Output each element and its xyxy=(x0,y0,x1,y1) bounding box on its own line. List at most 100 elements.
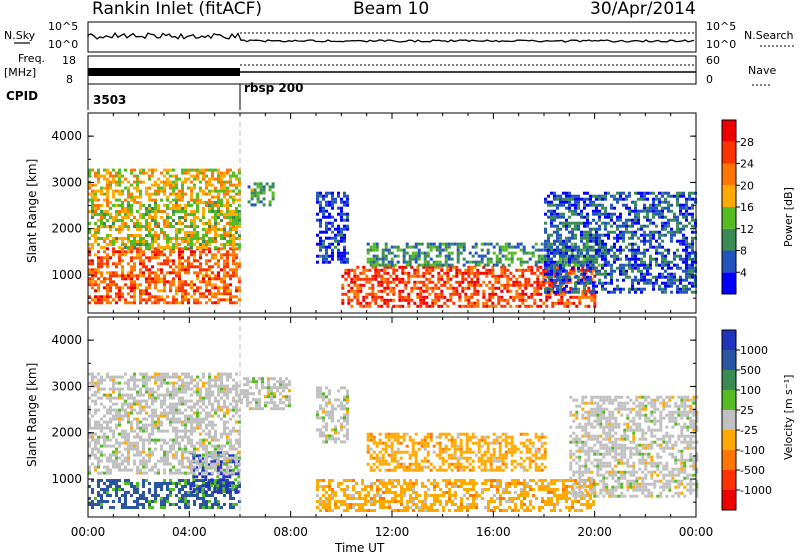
data-cell xyxy=(115,283,118,287)
data-cell xyxy=(655,260,658,264)
data-cell xyxy=(88,168,91,172)
data-cell xyxy=(217,503,220,506)
data-cell xyxy=(610,206,613,210)
data-cell xyxy=(157,301,160,305)
data-cell xyxy=(199,378,202,382)
data-cell xyxy=(534,242,538,246)
data-cell xyxy=(383,271,387,275)
data-cell xyxy=(103,393,106,397)
data-cell xyxy=(220,234,223,237)
data-cell xyxy=(425,277,429,281)
data-cell xyxy=(178,259,181,263)
data-cell xyxy=(154,283,157,287)
data-cell xyxy=(175,201,178,204)
data-cell xyxy=(643,236,646,240)
data-cell xyxy=(97,435,100,439)
data-cell xyxy=(559,263,562,267)
data-cell xyxy=(462,242,466,246)
data-cell xyxy=(103,192,106,196)
data-cell xyxy=(664,290,667,294)
data-cell xyxy=(410,274,414,278)
data-cell xyxy=(649,191,652,195)
data-cell xyxy=(187,459,190,463)
data-cell xyxy=(199,497,202,500)
data-cell xyxy=(118,171,121,175)
data-cell xyxy=(440,283,444,287)
data-cell xyxy=(202,497,205,500)
data-cell xyxy=(337,230,340,234)
data-cell xyxy=(456,257,460,261)
data-cell xyxy=(145,429,148,433)
data-cell xyxy=(235,228,238,231)
data-cell xyxy=(127,240,130,243)
data-cell xyxy=(103,387,106,391)
data-cell xyxy=(181,265,184,269)
data-cell xyxy=(169,438,172,442)
data-cell xyxy=(553,215,556,219)
data-cell xyxy=(181,381,184,385)
data-cell xyxy=(190,468,193,472)
data-cell xyxy=(193,256,196,260)
data-cell xyxy=(234,484,238,488)
data-cell xyxy=(595,269,598,273)
data-cell xyxy=(652,212,655,216)
data-cell xyxy=(586,245,589,249)
data-cell xyxy=(181,411,184,415)
data-cell xyxy=(562,212,565,216)
data-cell xyxy=(625,224,628,228)
data-cell xyxy=(664,233,667,237)
data-cell xyxy=(643,197,646,201)
data-cell xyxy=(449,283,453,287)
data-cell xyxy=(631,236,634,240)
data-cell xyxy=(235,174,238,178)
data-cell xyxy=(127,479,130,482)
data-cell xyxy=(607,230,610,234)
data-cell xyxy=(652,221,655,225)
data-cell xyxy=(213,487,217,491)
data-cell xyxy=(145,171,148,175)
data-cell xyxy=(112,204,115,207)
data-cell xyxy=(495,257,499,261)
data-cell xyxy=(556,251,559,255)
data-cell xyxy=(544,242,547,246)
data-cell xyxy=(542,277,546,281)
data-cell xyxy=(565,278,568,282)
data-cell xyxy=(139,420,142,424)
data-cell xyxy=(568,278,571,282)
data-cell xyxy=(547,239,550,243)
data-cell xyxy=(190,494,193,497)
data-cell xyxy=(148,393,151,397)
data-cell xyxy=(565,197,568,201)
data-cell xyxy=(219,466,223,470)
data-cell xyxy=(524,280,528,284)
data-cell xyxy=(226,213,229,216)
data-cell xyxy=(97,243,100,246)
data-cell xyxy=(235,219,238,222)
data-cell xyxy=(407,295,411,299)
data-cell xyxy=(226,286,229,290)
data-cell xyxy=(691,242,694,246)
data-cell xyxy=(334,239,337,243)
data-cell xyxy=(223,234,226,237)
data-cell xyxy=(127,216,130,219)
data-cell xyxy=(94,402,97,406)
data-cell xyxy=(106,201,109,204)
data-cell xyxy=(495,254,499,258)
data-cell xyxy=(136,174,139,178)
data-cell xyxy=(124,447,127,451)
data-cell xyxy=(658,284,661,288)
data-cell xyxy=(181,268,184,272)
data-cell xyxy=(691,191,694,195)
data-cell xyxy=(205,459,208,463)
data-cell xyxy=(380,274,384,278)
data-cell xyxy=(387,251,391,255)
data-cell xyxy=(407,277,411,281)
data-cell xyxy=(544,263,547,267)
data-cell xyxy=(229,301,232,305)
data-cell xyxy=(151,265,154,269)
data-cell xyxy=(145,225,148,228)
data-cell xyxy=(196,289,199,293)
data-cell xyxy=(601,194,604,198)
data-cell xyxy=(601,206,604,210)
data-cell xyxy=(464,277,468,281)
